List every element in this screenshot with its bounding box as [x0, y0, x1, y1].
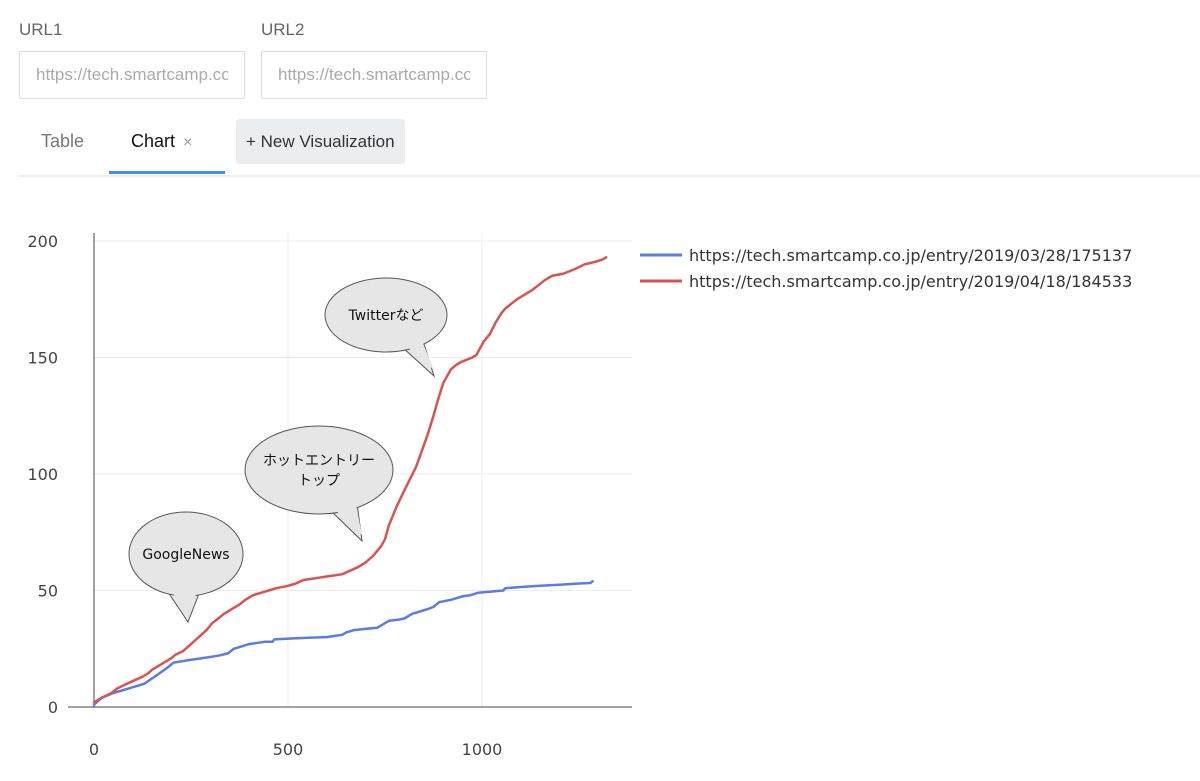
annotation-text: Twitterなど — [348, 308, 424, 324]
chart-legend: https://tech.smartcamp.co.jp/entry/2019/… — [640, 246, 1132, 291]
legend-item-1[interactable]: https://tech.smartcamp.co.jp/entry/2019/… — [640, 246, 1132, 265]
new-visualization-button[interactable]: + New Visualization — [236, 119, 405, 164]
chart-series — [92, 256, 608, 706]
x-tick-label: 0 — [89, 740, 99, 759]
chart-tick-labels: 0 50 100 150 200 0 500 1000 — [27, 232, 502, 759]
annotation-bubble-1: GoogleNews — [128, 511, 244, 624]
y-tick-label: 200 — [27, 232, 58, 251]
url1-label: URL1 — [19, 20, 63, 39]
x-tick-label: 1000 — [462, 740, 503, 759]
annotation-text: ホットエントリー — [263, 453, 375, 469]
bubble-seam — [332, 500, 362, 535]
url2-field-group: URL2 — [261, 18, 487, 99]
tab-chart[interactable]: Chart × — [109, 118, 225, 174]
series-line-1 — [92, 579, 594, 706]
annotation-text: GoogleNews — [142, 547, 229, 563]
x-tick-label: 500 — [273, 740, 304, 759]
y-tick-label: 100 — [27, 465, 58, 484]
series-line-2 — [92, 256, 608, 704]
close-icon[interactable]: × — [183, 134, 193, 151]
bubble-seam — [404, 341, 434, 370]
tab-chart-label: Chart — [131, 131, 176, 151]
tab-table-label: Table — [41, 131, 85, 151]
url1-field-group: URL1 — [19, 18, 245, 99]
url1-input[interactable] — [19, 51, 245, 99]
y-tick-label: 50 — [38, 582, 58, 601]
annotation-text: トップ — [298, 473, 340, 489]
y-tick-label: 150 — [27, 349, 58, 368]
url2-input[interactable] — [261, 51, 487, 99]
legend-label: https://tech.smartcamp.co.jp/entry/2019/… — [689, 246, 1132, 265]
bubble-seam — [170, 588, 198, 616]
tab-table[interactable]: Table — [19, 118, 109, 174]
legend-item-2[interactable]: https://tech.smartcamp.co.jp/entry/2019/… — [640, 272, 1132, 291]
legend-label: https://tech.smartcamp.co.jp/entry/2019/… — [689, 272, 1132, 291]
annotation-bubble-3: Twitterなど — [324, 277, 448, 378]
visualization-tabs: Table Chart × + New Visualization — [19, 118, 1200, 177]
url2-label: URL2 — [261, 20, 305, 39]
y-tick-label: 0 — [48, 698, 58, 717]
bubble-body — [324, 277, 448, 353]
chart-axes — [68, 233, 632, 708]
bubble-body — [244, 425, 394, 515]
